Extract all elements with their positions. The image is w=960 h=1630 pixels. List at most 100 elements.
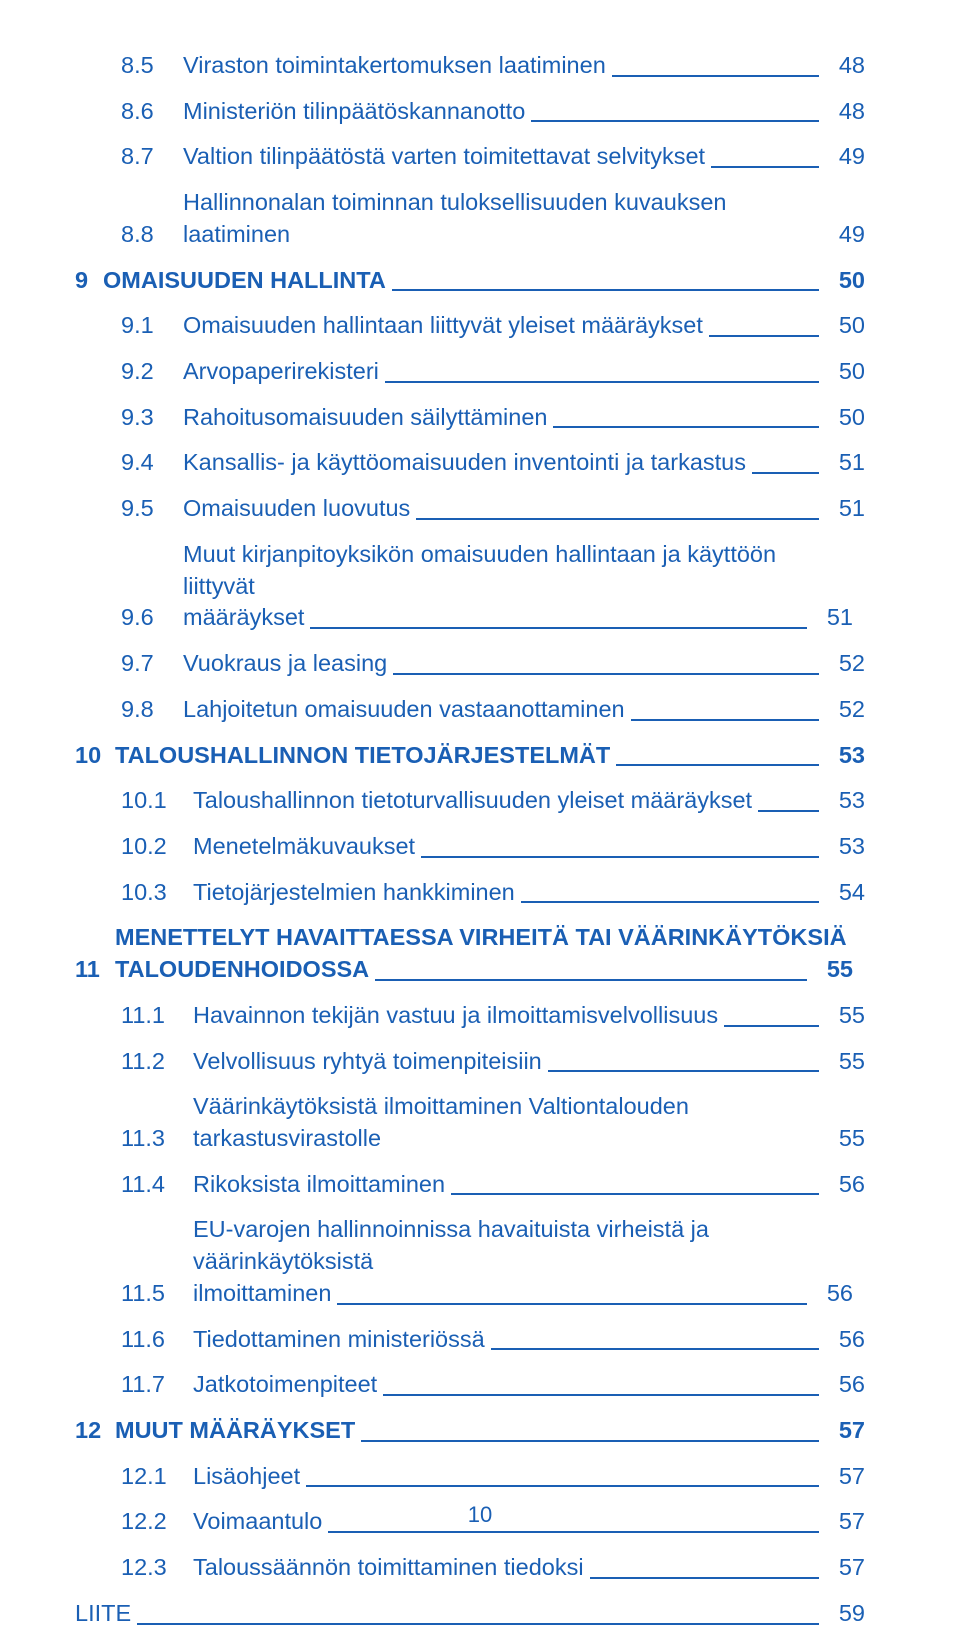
toc-subsection: 9.5Omaisuuden luovutus 51 [75,493,865,525]
toc-page: 56 [825,1169,865,1201]
toc-subsection: 9.6Muut kirjanpitoyksikön omaisuuden hal… [75,539,865,634]
toc-leader [553,426,819,428]
toc-leader [590,1577,819,1579]
toc-page: 57 [825,1461,865,1493]
toc-label: Voimaantulo [193,1506,322,1538]
toc-subsection: 9.4Kansallis- ja käyttöomaisuuden invent… [75,447,865,479]
toc-label: Hallinnonalan toiminnan tuloksellisuuden… [183,187,813,250]
toc-number: 12 [75,1415,115,1447]
toc-leader [361,1440,819,1442]
toc-number: 9.4 [121,447,183,479]
toc-label: Tietojärjestelmien hankkiminen [193,877,515,909]
toc-subsection: 8.7Valtion tilinpäätöstä varten toimitet… [75,141,865,173]
toc-label: Omaisuuden hallintaan liittyvät yleiset … [183,310,703,342]
toc-number: 11.3 [121,1123,193,1155]
toc-page: 55 [825,1000,865,1032]
toc-page: 53 [825,740,865,772]
toc-label: Havainnon tekijän vastuu ja ilmoittamisv… [193,1000,718,1032]
toc-label: Taloushallinnon tietoturvallisuuden ylei… [193,785,752,817]
toc-appendix: LIITE 59 [75,1598,865,1630]
toc-leader [752,472,819,474]
toc-label: Jatkotoimenpiteet [193,1369,377,1401]
toc-label: EU-varojen hallinnoinnissa havaituista v… [193,1214,865,1309]
page-number: 10 [0,1502,960,1528]
toc-label: Valtion tilinpäätöstä varten toimitettav… [183,141,705,173]
toc-leader [758,810,819,812]
toc-page: 49 [825,219,865,251]
toc-number: 11.7 [121,1369,193,1401]
toc-subsection: 10.2Menetelmäkuvaukset53 [75,831,865,863]
toc-number: 9.5 [121,493,183,525]
toc-label: MUUT MÄÄRÄYKSET [115,1415,355,1447]
toc-leader [631,719,819,721]
toc-label: Rahoitusomaisuuden säilyttäminen [183,402,547,434]
toc-number: 10 [75,740,115,772]
toc-subsection: 10.1Taloushallinnon tietoturvallisuuden … [75,785,865,817]
toc-label: Ministeriön tilinpäätöskannanotto [183,96,525,128]
toc-page: 50 [825,402,865,434]
toc-page: 52 [825,648,865,680]
toc-page: 56 [813,1278,853,1310]
toc-page: 59 [825,1598,865,1630]
toc-page: 57 [825,1552,865,1584]
toc-number: 8.8 [121,219,183,251]
toc-leader [310,627,807,629]
toc-label: Väärinkäytöksistä ilmoittaminen Valtiont… [193,1091,813,1154]
toc-number: 11.4 [121,1169,193,1201]
toc-subsection: 12.1Lisäohjeet 57 [75,1461,865,1493]
toc-subsection: 11.5EU-varojen hallinnoinnissa havaituis… [75,1214,865,1309]
toc-page: 51 [813,602,853,634]
toc-label: Menetelmäkuvaukset [193,831,415,863]
toc-leader [393,673,819,675]
toc-page: 53 [825,785,865,817]
toc-label: Kansallis- ja käyttöomaisuuden inventoin… [183,447,746,479]
toc-number: 10.3 [121,877,193,909]
toc-leader [612,75,819,77]
toc-label: Vuokraus ja leasing [183,648,387,680]
toc-leader [451,1193,819,1195]
toc-number: 8.5 [121,50,183,82]
toc-page: 55 [825,1123,865,1155]
toc-leader [392,289,819,291]
toc-number: 9.7 [121,648,183,680]
toc-number: 10.1 [121,785,193,817]
toc-number: 9.6 [121,602,183,634]
toc-page: 56 [825,1369,865,1401]
toc-label: OMAISUUDEN HALLINTA [103,265,386,297]
toc-page: 50 [825,265,865,297]
toc-subsection: 11.6Tiedottaminen ministeriössä56 [75,1324,865,1356]
toc-number: 9.1 [121,310,183,342]
toc-subsection: 9.7Vuokraus ja leasing 52 [75,648,865,680]
toc-label: Omaisuuden luovutus [183,493,410,525]
toc-leader [416,518,819,520]
toc-label: LIITE [75,1598,131,1630]
toc-subsection: 9.2Arvopaperirekisteri50 [75,356,865,388]
toc-label: Rikoksista ilmoittaminen [193,1169,445,1201]
toc-subsection: 11.3Väärinkäytöksistä ilmoittaminen Valt… [75,1091,865,1154]
toc-label: Viraston toimintakertomuksen laatiminen [183,50,606,82]
toc-number: 9.2 [121,356,183,388]
toc-subsection: 9.8Lahjoitetun omaisuuden vastaanottamin… [75,694,865,726]
toc-label: Lisäohjeet [193,1461,300,1493]
toc-page: 51 [825,493,865,525]
toc-number: 11.5 [121,1278,193,1310]
toc-section: 11MENETTELYT HAVAITTAESSA VIRHEITÄ TAI V… [75,922,865,985]
toc-subsection: 8.8Hallinnonalan toiminnan tuloksellisuu… [75,187,865,250]
toc-number: 12.1 [121,1461,193,1493]
toc-section: 10TALOUSHALLINNON TIETOJÄRJESTELMÄT53 [75,740,865,772]
toc-leader [616,764,819,766]
toc-page: 55 [813,954,853,986]
toc-number: 9.8 [121,694,183,726]
toc-page: 53 [825,831,865,863]
toc-page: 51 [825,447,865,479]
toc-page: 57 [825,1506,865,1538]
toc-subsection: 9.1Omaisuuden hallintaan liittyvät yleis… [75,310,865,342]
toc-leader [548,1070,819,1072]
toc-subsection: 11.7Jatkotoimenpiteet 56 [75,1369,865,1401]
toc-leader [328,1531,819,1533]
toc-number: 8.7 [121,141,183,173]
toc-number: 11 [75,954,115,986]
toc-number: 11.1 [121,1000,193,1032]
toc-subsection: 8.5Viraston toimintakertomuksen laatimin… [75,50,865,82]
toc-number: 8.6 [121,96,183,128]
